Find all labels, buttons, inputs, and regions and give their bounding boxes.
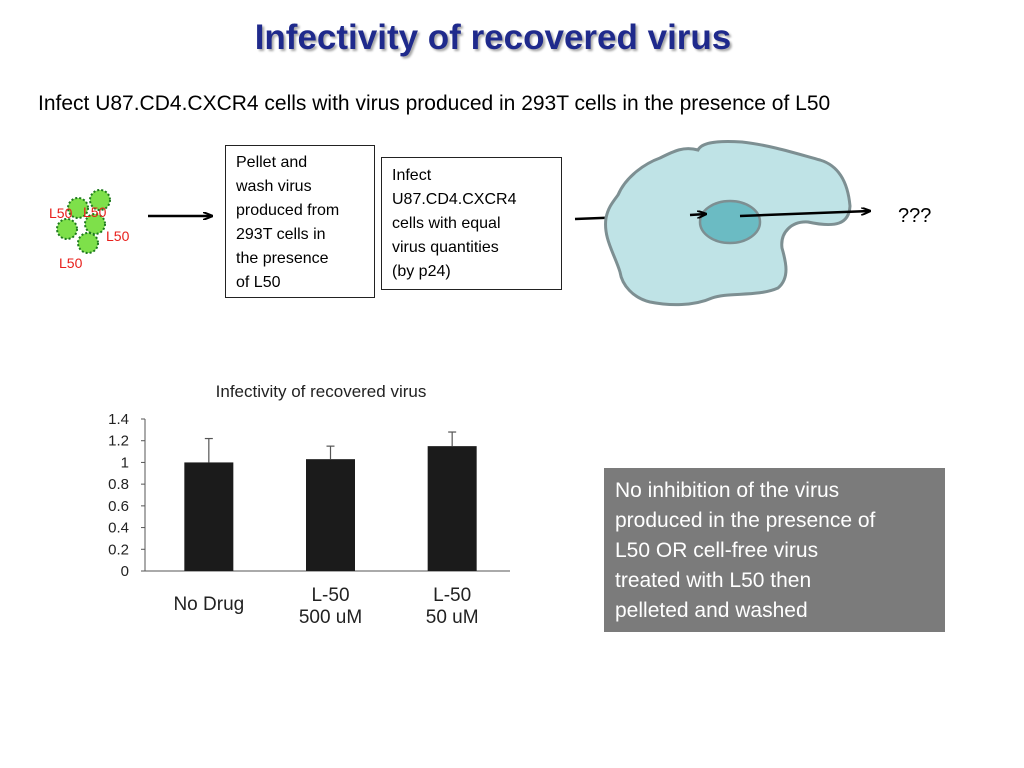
virus-particle — [77, 232, 99, 254]
virus-particle — [56, 218, 78, 240]
step-infect-text: Infect U87.CD4.CXCR4 cells with equal vi… — [392, 167, 517, 280]
nucleus-icon — [698, 199, 762, 245]
y-tick-label: 1 — [121, 454, 129, 471]
slide-subtitle: Infect U87.CD4.CXCR4 cells with virus pr… — [38, 92, 831, 115]
result-unknown-label: ??? — [898, 205, 932, 227]
category-label-line: 50 uM — [426, 607, 479, 628]
y-tick-label: 0.8 — [108, 476, 129, 493]
y-tick-label: 1.2 — [108, 433, 129, 450]
category-label-line: No Drug — [173, 594, 244, 615]
virus-particle — [89, 189, 111, 211]
chart-title: Infectivity of recovered virus — [216, 382, 427, 401]
bar — [306, 459, 355, 571]
bar — [427, 446, 477, 571]
virus-particle — [84, 213, 106, 235]
y-tick-label: 0.2 — [108, 541, 129, 558]
slide-title: Infectivity of recovered virus — [254, 18, 732, 57]
arrow-into-nucleus — [689, 214, 706, 215]
category-label-line: 500 uM — [299, 607, 362, 628]
category-label-line: L-50 — [433, 585, 471, 606]
conclusion-callout: No inhibition of the virus produced in t… — [604, 468, 945, 632]
infectivity-bar-chart: Infectivity of recovered virus 0 0.2 0.4 0.… — [108, 382, 510, 628]
y-tick-label: 0 — [121, 563, 129, 580]
step-infect-box: Infect U87.CD4.CXCR4 cells with equal vi… — [381, 157, 562, 290]
virus-cluster-icon — [56, 189, 111, 254]
category-label: No Drug — [173, 594, 244, 615]
step-pellet-wash-box: Pellet and wash virus produced from 293T… — [225, 145, 375, 298]
y-tick-label: 1.4 — [108, 411, 129, 428]
virus-label: L50 — [83, 204, 107, 220]
cell-icon — [604, 140, 852, 307]
category-label-line: L-50 — [311, 585, 349, 606]
category-label: L-50 500 uM — [299, 585, 362, 628]
step-pellet-wash-text: Pellet and wash virus produced from 293T… — [236, 154, 340, 291]
virus-particle — [67, 197, 89, 219]
virus-label: L50 — [49, 205, 73, 221]
y-tick-label: 0.4 — [108, 520, 129, 537]
arrow-from-cell — [739, 211, 870, 218]
bar — [184, 462, 234, 571]
category-label: L-50 50 uM — [426, 585, 479, 628]
virus-label: L50 — [106, 228, 130, 244]
y-tick-label: 0.6 — [108, 498, 129, 515]
virus-label: L50 — [59, 255, 83, 271]
